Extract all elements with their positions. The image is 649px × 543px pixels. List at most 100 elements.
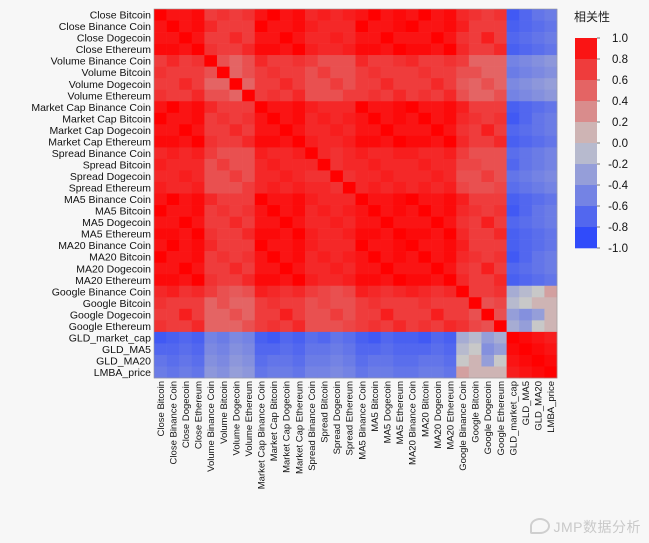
- heatmap-cell: [254, 32, 268, 44]
- heatmap-cell: [468, 308, 482, 321]
- heatmap-cell: [154, 66, 167, 79]
- x-tick-label: Volume Ethereum: [244, 381, 255, 457]
- heatmap-cell: [456, 124, 470, 137]
- legend-tick-label: -0.2: [608, 159, 628, 171]
- heatmap-cell: [481, 66, 495, 79]
- heatmap-cell: [305, 20, 319, 33]
- heatmap-cell: [305, 354, 319, 367]
- heatmap-cell: [305, 32, 319, 44]
- heatmap-cell: [481, 55, 495, 67]
- heatmap-cell: [229, 101, 243, 114]
- heatmap-cell: [380, 20, 394, 33]
- heatmap-cell: [531, 124, 545, 137]
- heatmap-cell: [229, 20, 243, 33]
- heatmap-cell: [254, 297, 268, 310]
- heatmap-cell: [531, 216, 545, 229]
- heatmap-cell: [179, 147, 193, 160]
- legend-swatch: [575, 38, 597, 60]
- heatmap-cell: [468, 193, 482, 206]
- heatmap-cell: [216, 101, 230, 114]
- heatmap-cell: [204, 147, 218, 160]
- heatmap-cell: [342, 297, 356, 310]
- heatmap-cell: [330, 66, 344, 79]
- heatmap-cell: [418, 274, 432, 287]
- heatmap-cell: [330, 89, 344, 102]
- heatmap-cell: [531, 297, 545, 310]
- heatmap-cell: [393, 366, 407, 379]
- heatmap-cell: [191, 297, 205, 310]
- heatmap-cell: [368, 239, 381, 252]
- heatmap-cell: [305, 285, 319, 298]
- heatmap-cell: [456, 181, 470, 194]
- heatmap-cell: [305, 170, 319, 183]
- heatmap-cell: [216, 32, 230, 44]
- heatmap-cell: [443, 262, 457, 275]
- heatmap-cell: [506, 55, 520, 67]
- heatmap-cell: [191, 193, 205, 206]
- heatmap-cell: [267, 228, 281, 240]
- heatmap-cell: [544, 89, 558, 102]
- heatmap-cell: [330, 366, 344, 379]
- heatmap-cell: [342, 43, 356, 56]
- heatmap-cell: [154, 32, 167, 44]
- heatmap-cell: [154, 354, 167, 367]
- heatmap-cell: [443, 101, 457, 114]
- heatmap-cell: [456, 55, 470, 67]
- heatmap-cell: [506, 297, 520, 310]
- heatmap-cell: [216, 366, 230, 379]
- heatmap-cell: [305, 101, 319, 114]
- heatmap-cell: [494, 239, 507, 252]
- heatmap-cell: [191, 32, 205, 44]
- heatmap-cell: [393, 228, 407, 240]
- heatmap-cell: [355, 297, 369, 310]
- heatmap-cell: [481, 158, 495, 171]
- plot-border: [153, 8, 558, 379]
- heatmap-cell: [216, 135, 230, 148]
- heatmap-cell: [204, 320, 218, 333]
- heatmap-cell: [506, 251, 520, 263]
- heatmap-cell: [191, 205, 205, 217]
- heatmap-cell: [431, 112, 444, 125]
- heatmap-cell: [216, 55, 230, 67]
- heatmap-cell: [443, 43, 457, 56]
- heatmap-cell: [154, 251, 167, 263]
- heatmap-cell: [330, 343, 344, 356]
- heatmap-cell: [254, 251, 268, 263]
- heatmap-cell: [191, 343, 205, 356]
- heatmap-cell: [431, 228, 444, 240]
- heatmap-cell: [242, 366, 256, 379]
- heatmap-cell: [393, 262, 407, 275]
- heatmap-cell: [179, 181, 193, 194]
- heatmap-cell: [305, 135, 319, 148]
- heatmap-cell: [154, 331, 167, 344]
- heatmap-cell: [229, 308, 243, 321]
- heatmap-cell: [355, 239, 369, 252]
- heatmap-cell: [292, 135, 306, 148]
- heatmap-cell: [418, 147, 432, 160]
- heatmap-cell: [368, 43, 381, 56]
- heatmap-cell: [431, 181, 444, 194]
- heatmap-cell: [468, 78, 482, 91]
- heatmap-cell: [254, 66, 268, 79]
- legend-swatch: [575, 227, 597, 249]
- heatmap-cell: [204, 308, 218, 321]
- heatmap-cell: [342, 89, 356, 102]
- heatmap-cell: [242, 331, 256, 344]
- x-tick-label: Close Binance Coin: [168, 381, 179, 464]
- heatmap-cell: [254, 320, 268, 333]
- heatmap-cell: [242, 20, 256, 33]
- heatmap-cell: [544, 181, 558, 194]
- heatmap-cell: [468, 251, 482, 263]
- heatmap-cell: [519, 124, 533, 137]
- heatmap-cell: [481, 78, 495, 91]
- heatmap-cell: [456, 101, 470, 114]
- heatmap-cell: [456, 274, 470, 287]
- heatmap-cell: [191, 135, 205, 148]
- heatmap-cell: [468, 181, 482, 194]
- heatmap-cell: [481, 320, 495, 333]
- heatmap-cell: [305, 216, 319, 229]
- heatmap-cell: [342, 216, 356, 229]
- heatmap-cell: [355, 366, 369, 379]
- heatmap-cell: [506, 181, 520, 194]
- heatmap-cell: [279, 124, 293, 137]
